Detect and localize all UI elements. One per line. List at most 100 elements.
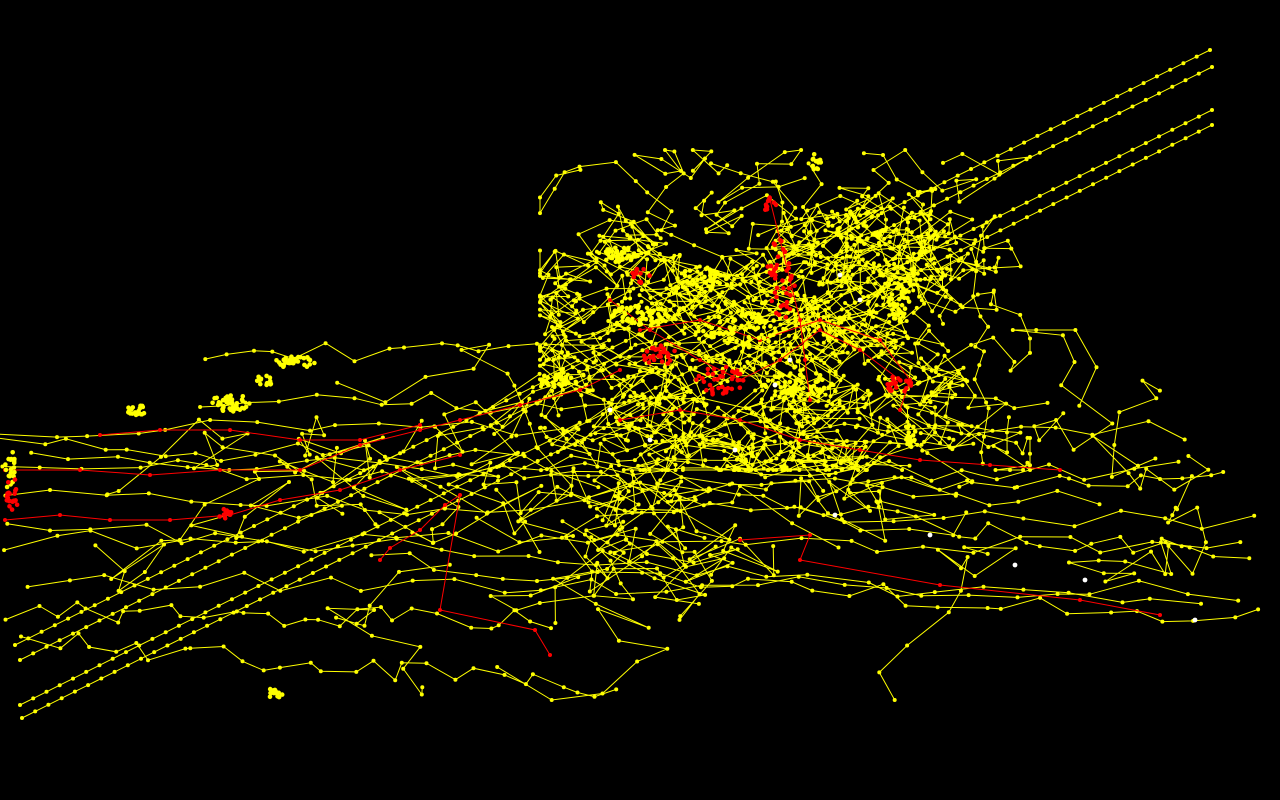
red-cluster-6 — [885, 374, 914, 394]
red-track-4-points — [378, 493, 552, 657]
outer-track-7-points — [553, 532, 708, 625]
long-track-6 — [5, 601, 552, 630]
dense-track-31 — [664, 283, 733, 384]
dense-track-58 — [694, 149, 805, 236]
red-cluster-3 — [765, 238, 797, 320]
dense-track-67-points — [861, 151, 975, 254]
dense-track-36 — [801, 278, 947, 342]
dense-track-64-points — [828, 245, 964, 295]
dense-track-59-points — [538, 271, 682, 357]
yellow-cluster-2 — [210, 393, 252, 414]
outer-track-18-points — [592, 464, 641, 552]
long-track-6-points — [3, 600, 553, 631]
long-track-7 — [27, 572, 1239, 602]
dense-track-6-points — [818, 228, 996, 314]
white-highlight-points — [607, 272, 1198, 623]
dense-track-61 — [841, 242, 974, 306]
red-track-1 — [5, 369, 621, 476]
outer-track-16 — [878, 546, 1018, 701]
yellow-cluster-6 — [267, 686, 285, 700]
dense-track-58-points — [693, 148, 807, 238]
dense-track-41-points — [632, 148, 730, 233]
dense-track-30 — [710, 162, 879, 327]
yellow-cluster-16 — [3, 450, 17, 490]
dense-track-59 — [539, 273, 680, 355]
yellow-cluster-4 — [274, 354, 317, 370]
red-track-6 — [609, 299, 901, 381]
outer-track-35-points — [469, 373, 586, 473]
outer-track-31 — [867, 342, 972, 444]
long-track-4 — [3, 530, 1241, 554]
dense-track-42-points — [662, 217, 818, 318]
outer-track-32 — [447, 461, 590, 553]
dense-track-9 — [554, 201, 661, 295]
red-track-3-points — [98, 423, 422, 442]
dense-track-21-points — [865, 205, 1023, 295]
red-track-4 — [379, 493, 551, 656]
outer-track-26-points — [1159, 474, 1208, 576]
red-cluster-2 — [4, 477, 20, 512]
outer-track-13 — [496, 520, 670, 701]
outer-track-21 — [95, 470, 305, 593]
outer-track-2-points — [796, 388, 875, 493]
outer-track-15-points — [1010, 328, 1115, 452]
yellow-cluster-5 — [254, 373, 274, 388]
long-track-11-points — [19, 631, 619, 699]
dense-track-67 — [863, 152, 974, 253]
red-track-8 — [619, 409, 1061, 471]
outer-track-27-points — [827, 475, 958, 543]
yellow-cluster-1 — [810, 152, 824, 172]
red-cluster-8 — [763, 195, 779, 212]
vertical-track-4-points — [907, 215, 938, 447]
outer-track-32-points — [446, 460, 591, 554]
dense-track-52 — [951, 370, 1031, 472]
outer-track-14 — [107, 418, 376, 525]
outer-track-10 — [613, 539, 738, 605]
outer-track-24 — [191, 481, 343, 539]
outer-track-28-points — [335, 342, 601, 503]
dense-track-41 — [634, 149, 728, 231]
outer-track-12-points — [325, 562, 452, 697]
yellow-cluster-7 — [886, 278, 912, 324]
long-track-2 — [2, 459, 1179, 482]
diagonal-track-1-points — [13, 48, 1212, 647]
outer-track-16-points — [877, 545, 1018, 702]
long-track-3 — [5, 489, 1255, 530]
dense-track-32-points — [861, 148, 1032, 235]
outer-track-33-points — [656, 479, 841, 550]
dense-track-16 — [748, 211, 853, 265]
yellow-cluster-14 — [603, 245, 640, 265]
long-track-11 — [20, 632, 617, 698]
red-track-7 — [769, 199, 811, 401]
yellow-cluster-8 — [610, 303, 671, 328]
outer-track-13-points — [495, 519, 670, 702]
long-track-9-points — [5, 521, 1203, 606]
yellow-cluster-10 — [903, 423, 918, 450]
dense-track-60-points — [564, 323, 741, 453]
dense-track-18-points — [882, 192, 978, 288]
red-cluster-1 — [217, 506, 234, 521]
parallel-track-lines — [13, 48, 1214, 720]
outer-track-31-points — [866, 341, 974, 446]
dense-track-45-points — [538, 160, 796, 296]
dense-track-19-points — [892, 288, 1032, 400]
outer-track-34-points — [1067, 540, 1174, 584]
outer-track-25-points — [1090, 378, 1211, 492]
red-track-5 — [739, 534, 1161, 616]
outer-track-3-points — [587, 469, 707, 551]
dense-track-32 — [862, 149, 1031, 234]
long-track-2-points — [0, 458, 1181, 483]
outer-track-28 — [337, 344, 599, 502]
outer-track-9 — [562, 496, 713, 621]
vertical-track-2 — [970, 248, 990, 464]
diagonal-track-3-points — [18, 108, 1214, 707]
outer-track-26 — [1161, 475, 1207, 575]
yellow-cluster-15 — [701, 311, 778, 350]
vertical-track-1-points — [779, 161, 824, 469]
red-cluster-7 — [630, 266, 652, 286]
red-cluster-5 — [641, 343, 677, 366]
yellow-trajectory-lines — [0, 148, 1261, 702]
yellow-cluster-9 — [759, 371, 838, 400]
